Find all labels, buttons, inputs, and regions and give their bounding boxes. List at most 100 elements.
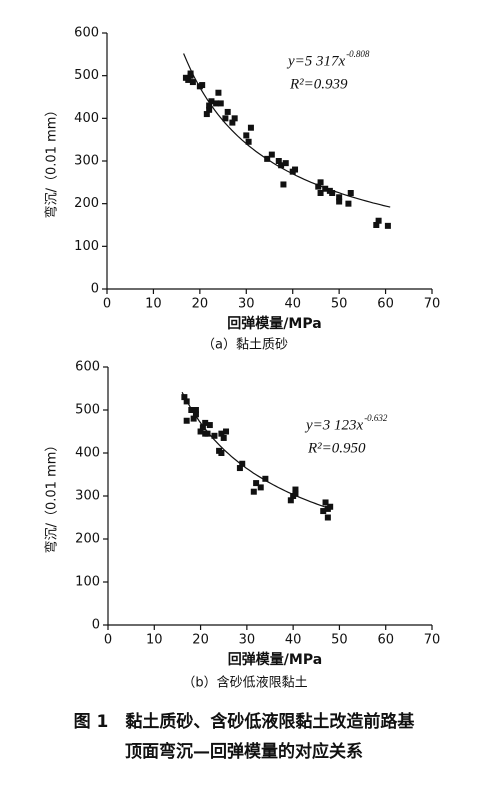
point — [317, 179, 324, 186]
point — [192, 411, 199, 418]
x-tick-label: 20 — [192, 633, 209, 648]
point — [292, 486, 299, 493]
x-tick-label: 40 — [284, 297, 301, 312]
point — [336, 194, 343, 201]
point — [264, 155, 271, 162]
point — [322, 499, 329, 506]
point — [190, 415, 197, 422]
point — [215, 89, 222, 96]
x-tick-label: 0 — [103, 297, 111, 312]
point — [192, 407, 199, 413]
point — [197, 428, 204, 435]
y-tick-label: 500 — [74, 68, 99, 83]
point — [245, 138, 252, 145]
point — [236, 465, 243, 472]
point — [217, 100, 224, 107]
subtitle: （a）黏土质砂 — [202, 337, 288, 353]
y-tick-label: 0 — [91, 282, 99, 297]
point — [324, 514, 331, 521]
y-tick-label: 500 — [75, 403, 100, 418]
x-tick-label: 50 — [331, 297, 348, 312]
point — [211, 432, 218, 439]
point — [218, 450, 225, 456]
point — [213, 100, 220, 107]
point — [336, 198, 343, 205]
equation: y=3 123x — [304, 417, 364, 433]
point — [282, 160, 289, 167]
point — [189, 79, 196, 86]
point — [373, 222, 380, 228]
point — [218, 430, 225, 437]
y-tick-label: 0 — [92, 618, 100, 633]
point — [253, 480, 260, 487]
r-squared: R²=0.939 — [289, 76, 348, 92]
x-tick-label: 20 — [192, 297, 209, 312]
point — [345, 200, 352, 207]
x-axis-label: 回弹模量/MPa — [228, 651, 322, 668]
point — [292, 490, 299, 497]
point — [223, 428, 230, 435]
subtitle: （b）含砂低液限黏土 — [182, 675, 307, 691]
caption: 图 1 黏土质砂、含砂低液限黏土改造前路基 — [74, 711, 416, 732]
point — [315, 183, 322, 190]
fit-curve — [183, 53, 391, 208]
point — [322, 185, 329, 192]
x-tick-label: 70 — [424, 633, 441, 648]
x-axis-label: 回弹模量/MPa — [227, 315, 321, 332]
point — [317, 190, 324, 196]
axis — [107, 367, 432, 626]
point — [275, 158, 282, 164]
x-tick-label: 60 — [377, 633, 394, 648]
point — [183, 417, 190, 424]
point — [268, 151, 275, 158]
y-tick-label: 300 — [75, 489, 100, 504]
x-tick-label: 30 — [238, 297, 255, 312]
y-tick-label: 100 — [75, 575, 100, 590]
point — [202, 419, 209, 426]
point — [208, 98, 215, 105]
x-tick-label: 10 — [146, 633, 163, 648]
point — [188, 407, 195, 413]
y-tick-label: 600 — [75, 360, 100, 375]
x-tick-label: 0 — [104, 633, 112, 648]
y-tick-label: 200 — [74, 196, 99, 211]
point — [329, 190, 336, 196]
x-tick-label: 30 — [239, 633, 256, 648]
point — [239, 460, 246, 467]
point — [250, 488, 257, 495]
y-tick-label: 300 — [74, 154, 99, 169]
point — [203, 111, 210, 118]
equation-exponent: -0.632 — [364, 413, 388, 423]
equation: y=5 317x — [286, 53, 346, 69]
x-tick-label: 60 — [377, 297, 394, 312]
point — [243, 132, 250, 139]
point — [199, 424, 206, 431]
point — [181, 394, 188, 401]
point — [185, 76, 192, 83]
point — [206, 422, 213, 429]
point — [206, 102, 213, 109]
caption: 顶面弯沉—回弹模量的对应关系 — [125, 741, 363, 762]
point — [327, 503, 334, 510]
point — [187, 70, 194, 77]
x-tick-label: 10 — [145, 297, 162, 312]
point — [384, 222, 391, 229]
point — [257, 484, 264, 491]
point — [204, 430, 211, 437]
point — [206, 106, 213, 113]
y-tick-label: 100 — [74, 239, 99, 254]
point — [280, 181, 287, 188]
x-tick-label: 50 — [331, 633, 348, 648]
point — [247, 124, 254, 131]
point — [231, 115, 238, 122]
point — [287, 497, 294, 504]
point — [262, 475, 269, 482]
point — [292, 166, 299, 173]
point — [222, 115, 229, 122]
x-tick-label: 70 — [424, 297, 441, 312]
point — [320, 508, 327, 515]
y-tick-label: 600 — [74, 26, 99, 41]
point — [220, 434, 227, 441]
point — [375, 217, 382, 224]
